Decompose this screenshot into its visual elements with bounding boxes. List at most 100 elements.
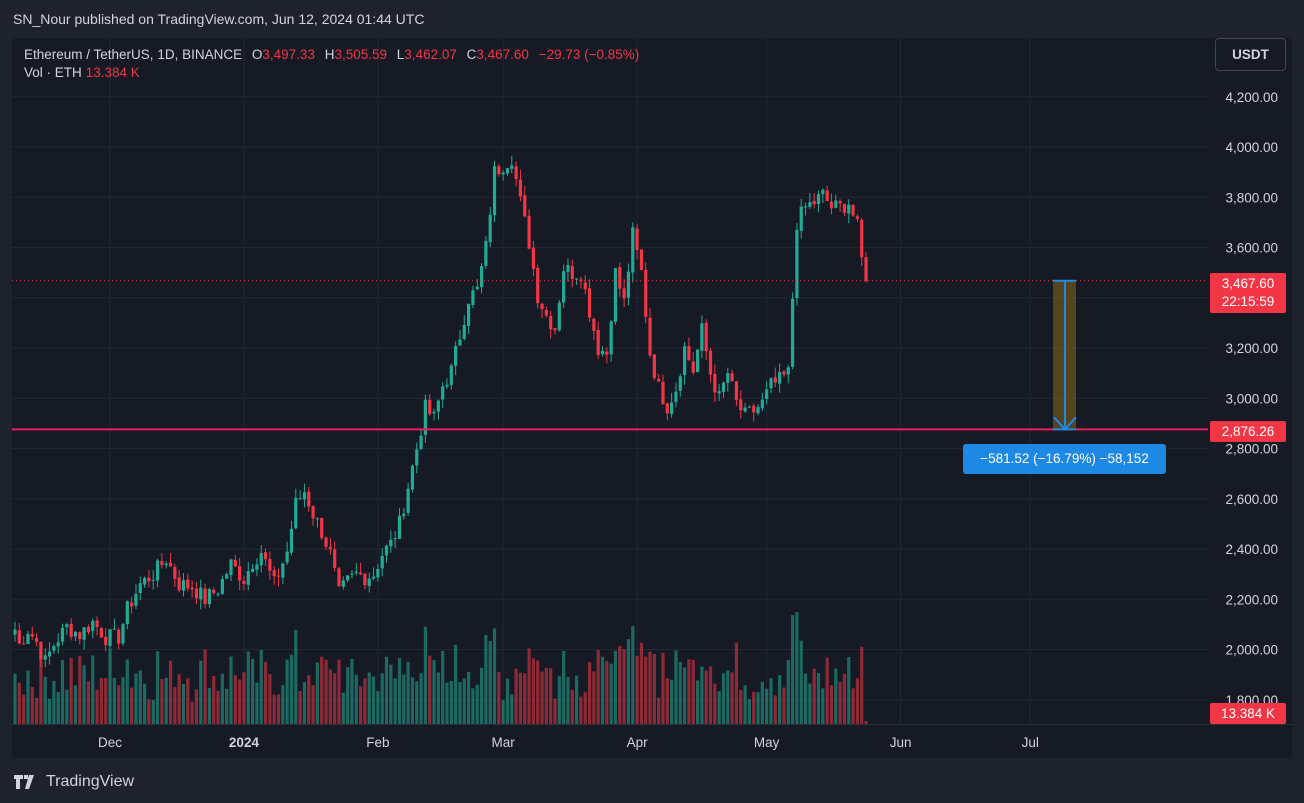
- high-value: 3,505.59: [334, 47, 388, 62]
- candle-body: [95, 620, 99, 628]
- price-tick-label: 4,000.00: [1225, 140, 1278, 155]
- candle-body: [415, 449, 419, 466]
- candle-body: [635, 228, 639, 250]
- candle-body: [60, 627, 65, 642]
- candle-body: [445, 384, 449, 387]
- volume-bar: [82, 665, 86, 724]
- candle-body: [52, 646, 56, 651]
- candle-body: [492, 166, 497, 216]
- price-tick-label: 2,400.00: [1225, 542, 1278, 557]
- volume-bar: [687, 659, 691, 724]
- candle-body: [778, 372, 782, 384]
- volume-bar: [449, 680, 453, 724]
- candle-body: [842, 203, 847, 213]
- volume-bar: [851, 688, 855, 724]
- candle-body: [575, 278, 579, 280]
- volume-bar: [497, 671, 501, 724]
- volume-bar: [17, 682, 21, 724]
- volume-bar: [194, 689, 199, 724]
- candle-body: [13, 629, 17, 635]
- candle-body: [549, 315, 553, 330]
- volume-bar: [575, 675, 579, 724]
- candle-body: [354, 571, 358, 574]
- candle-body: [380, 555, 384, 569]
- volume-bar: [147, 699, 151, 724]
- volume-bar: [639, 642, 643, 724]
- candle-body: [233, 559, 237, 567]
- candle-body: [622, 288, 626, 299]
- candle-body: [35, 637, 39, 642]
- volume-bar: [475, 684, 479, 724]
- volume-bar: [238, 679, 242, 724]
- candle-body: [691, 361, 695, 373]
- candle-body: [177, 577, 181, 591]
- currency-button[interactable]: USDT: [1215, 38, 1286, 71]
- candle-body: [402, 513, 406, 517]
- candle-body: [82, 627, 86, 640]
- candle-body: [441, 386, 445, 400]
- volume-bar: [397, 658, 402, 724]
- volume-bar: [799, 640, 803, 724]
- candle-body: [665, 403, 669, 414]
- volume-bar: [423, 626, 427, 724]
- volume-bar: [251, 658, 255, 724]
- candle-body: [324, 537, 328, 547]
- candle-body: [609, 321, 613, 355]
- volume-bar: [445, 682, 449, 724]
- price-axis[interactable]: 1,800.002,000.002,200.002,400.002,600.00…: [1225, 90, 1278, 708]
- volume-bar: [268, 674, 272, 724]
- candle-body: [428, 399, 432, 415]
- volume-bar: [605, 661, 609, 724]
- volume-bar: [177, 674, 181, 724]
- volume-bar: [523, 673, 527, 724]
- candle-body: [359, 572, 363, 575]
- time-axis[interactable]: Dec 2024 Feb Mar Apr May Jun Jul: [98, 735, 1039, 750]
- volume-bar: [428, 655, 432, 724]
- volume-bar: [190, 701, 194, 724]
- volume-bar: [566, 677, 570, 724]
- volume-bar: [255, 682, 259, 724]
- volume-bar: [30, 687, 34, 724]
- volume-bar: [734, 642, 739, 724]
- symbol-name[interactable]: Ethereum / TetherUS, 1D, BINANCE: [24, 47, 243, 62]
- volume-bar: [803, 673, 808, 724]
- candle-body: [307, 491, 311, 507]
- footer[interactable]: TradingView: [14, 771, 134, 793]
- candle-body: [631, 227, 635, 273]
- volume-bar: [704, 670, 708, 724]
- volume-bar: [648, 651, 652, 724]
- bar-countdown: 22:15:59: [1221, 294, 1275, 309]
- price-tick-label: 2,800.00: [1225, 442, 1278, 457]
- candle-body: [99, 628, 103, 638]
- candle-body: [864, 257, 868, 281]
- candle-body: [514, 166, 518, 180]
- volume-bar: [730, 672, 734, 724]
- candle-body: [812, 201, 816, 205]
- volume-bar: [721, 673, 726, 724]
- candle-body: [484, 240, 488, 266]
- volume-bar: [829, 685, 834, 724]
- candle-body: [315, 518, 319, 520]
- candle-body: [752, 405, 756, 413]
- volume-bar: [160, 679, 164, 724]
- volume-bar: [695, 680, 700, 724]
- candle-body: [670, 402, 674, 415]
- volume-bar: [276, 694, 281, 724]
- drawings[interactable]: [12, 279, 1208, 431]
- measure-label[interactable]: −581.52 (−16.79%) −58,152: [963, 444, 1166, 474]
- volume-bar: [484, 635, 488, 724]
- low-label: L: [396, 47, 405, 62]
- candle-body: [734, 381, 739, 401]
- volume-tag: 13.384 K: [1210, 703, 1286, 724]
- volume-bar: [134, 673, 138, 724]
- volume-bar: [164, 677, 168, 724]
- volume-label[interactable]: Vol · ETH: [24, 65, 82, 80]
- time-tick-label: 2024: [229, 735, 260, 750]
- volume-bar: [26, 670, 30, 724]
- volume-bar: [825, 657, 829, 724]
- candle-body: [164, 563, 168, 566]
- candle-body: [860, 219, 864, 258]
- header-bar: SN_Nour published on TradingView.com, Ju…: [0, 0, 1304, 38]
- volume-bar: [415, 681, 419, 724]
